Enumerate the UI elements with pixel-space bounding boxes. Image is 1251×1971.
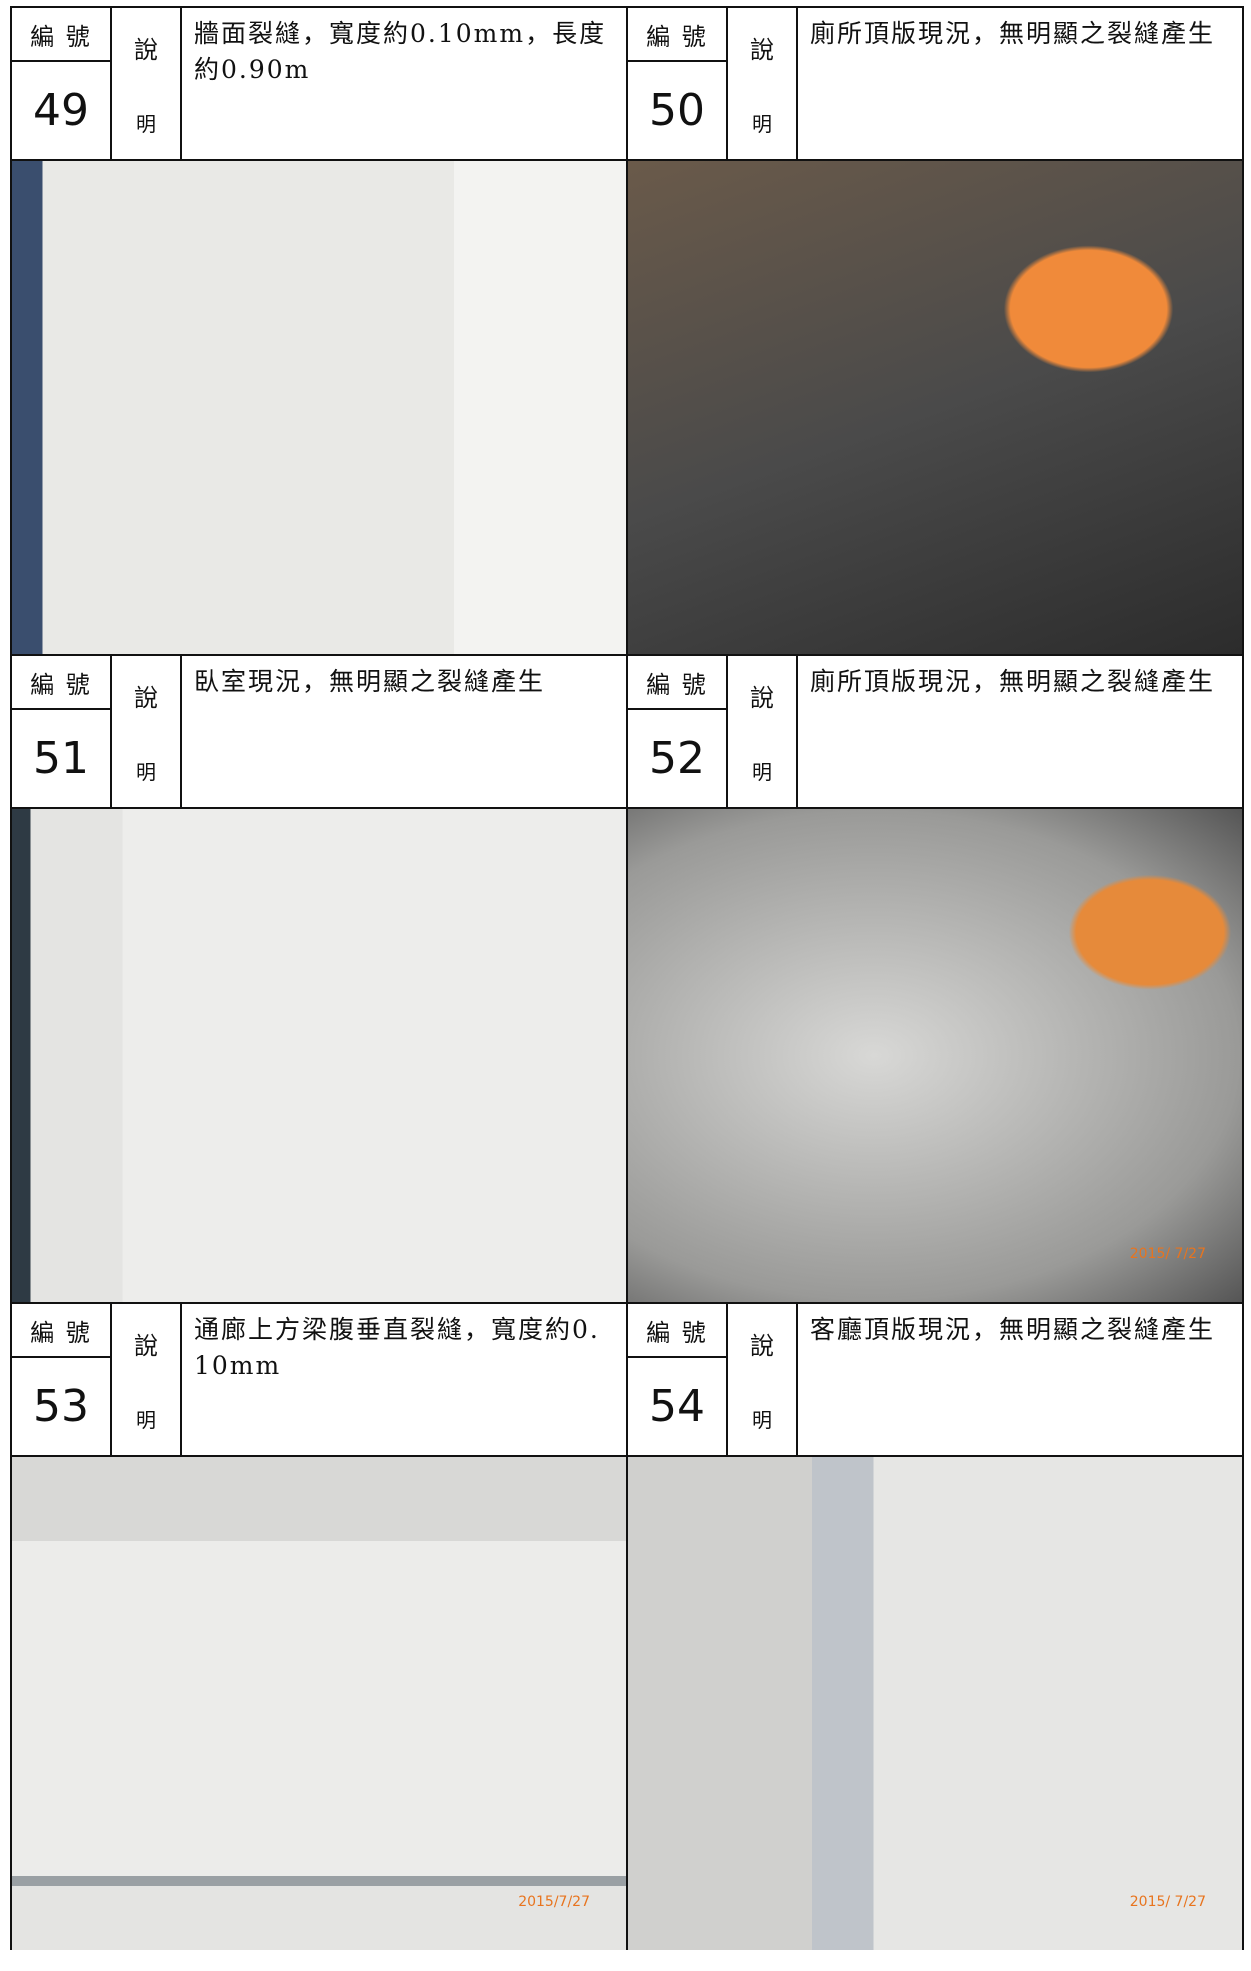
- photo-date-stamp: 2015/ 7/27: [1129, 1894, 1206, 1910]
- explain-box: 說明: [112, 8, 182, 159]
- record-header: 編 號 49 說明牆面裂縫，寬度約0.10mm，長度約0.90m: [10, 6, 628, 161]
- explain-box: 說明: [112, 656, 182, 807]
- record-number: 52: [649, 733, 705, 784]
- record-description: 牆面裂縫，寬度約0.10mm，長度約0.90m: [194, 19, 607, 84]
- record-cell: 編 號 52 說明廁所頂版現況，無明顯之裂縫產生 2015/ 7/27: [626, 654, 1244, 1302]
- record-number: 54: [649, 1381, 705, 1432]
- record-cell: 編 號 51 說明臥室現況，無明顯之裂縫產生: [10, 654, 628, 1302]
- record-header: 編 號 51 說明臥室現況，無明顯之裂縫產生: [10, 654, 628, 809]
- number-box: 編 號 51: [12, 656, 112, 807]
- explain-label: 明: [752, 112, 772, 136]
- record-cell: 編 號 49 說明牆面裂縫，寬度約0.10mm，長度約0.90m: [10, 6, 628, 654]
- explain-label: 說: [134, 1332, 158, 1360]
- photo: 2015/ 7/27: [626, 1457, 1244, 1950]
- explain-box: 說明: [728, 1304, 798, 1455]
- explain-box: 說明: [112, 1304, 182, 1455]
- record-header: 編 號 53 說明通廊上方梁腹垂直裂縫，寬度約0.10mm: [10, 1302, 628, 1457]
- explain-label: 明: [136, 112, 156, 136]
- photo: 2015/ 7/27: [626, 809, 1244, 1302]
- explain-box: 說明: [728, 656, 798, 807]
- number-label: 編 號: [628, 1304, 726, 1358]
- record-number: 53: [33, 1381, 89, 1432]
- record-description: 廁所頂版現況，無明顯之裂縫產生: [810, 19, 1216, 48]
- record-number: 49: [33, 85, 89, 136]
- number-box: 編 號 53: [12, 1304, 112, 1455]
- record-number: 51: [33, 733, 89, 784]
- record-description: 客廳頂版現況，無明顯之裂縫產生: [810, 1315, 1216, 1344]
- record-cell: 編 號 54 說明客廳頂版現況，無明顯之裂縫產生 2015/ 7/27: [626, 1302, 1244, 1950]
- explain-label: 明: [136, 760, 156, 784]
- photo: [10, 809, 628, 1302]
- explain-label: 明: [752, 1408, 772, 1432]
- explain-label: 明: [752, 760, 772, 784]
- record-header: 編 號 52 說明廁所頂版現況，無明顯之裂縫產生: [626, 654, 1244, 809]
- photo-date-stamp: 2015/7/27: [518, 1894, 590, 1910]
- explain-label: 明: [136, 1408, 156, 1432]
- number-label: 編 號: [12, 8, 110, 62]
- record-cell: 編 號 50 說明廁所頂版現況，無明顯之裂縫產生: [626, 6, 1244, 654]
- record-header: 編 號 50 說明廁所頂版現況，無明顯之裂縫產生: [626, 6, 1244, 161]
- record-number: 50: [649, 85, 705, 136]
- photo: [626, 161, 1244, 654]
- number-label: 編 號: [628, 656, 726, 710]
- photo: [10, 161, 628, 654]
- explain-box: 說明: [728, 8, 798, 159]
- number-label: 編 號: [12, 1304, 110, 1358]
- number-box: 編 號 54: [628, 1304, 728, 1455]
- number-box: 編 號 50: [628, 8, 728, 159]
- explain-label: 說: [750, 684, 774, 712]
- record-description: 臥室現況，無明顯之裂縫產生: [194, 667, 546, 696]
- photo: 2015/7/27: [10, 1457, 628, 1950]
- explain-label: 說: [134, 684, 158, 712]
- explain-label: 說: [750, 1332, 774, 1360]
- number-box: 編 號 52: [628, 656, 728, 807]
- explain-label: 說: [134, 36, 158, 64]
- number-label: 編 號: [628, 8, 726, 62]
- number-box: 編 號 49: [12, 8, 112, 159]
- explain-label: 說: [750, 36, 774, 64]
- record-header: 編 號 54 說明客廳頂版現況，無明顯之裂縫產生: [626, 1302, 1244, 1457]
- record-cell: 編 號 53 說明通廊上方梁腹垂直裂縫，寬度約0.10mm 2015/7/27: [10, 1302, 628, 1950]
- record-description: 廁所頂版現況，無明顯之裂縫產生: [810, 667, 1216, 696]
- number-label: 編 號: [12, 656, 110, 710]
- photo-date-stamp: 2015/ 7/27: [1129, 1246, 1206, 1262]
- record-description: 通廊上方梁腹垂直裂縫，寬度約0.10mm: [194, 1315, 600, 1380]
